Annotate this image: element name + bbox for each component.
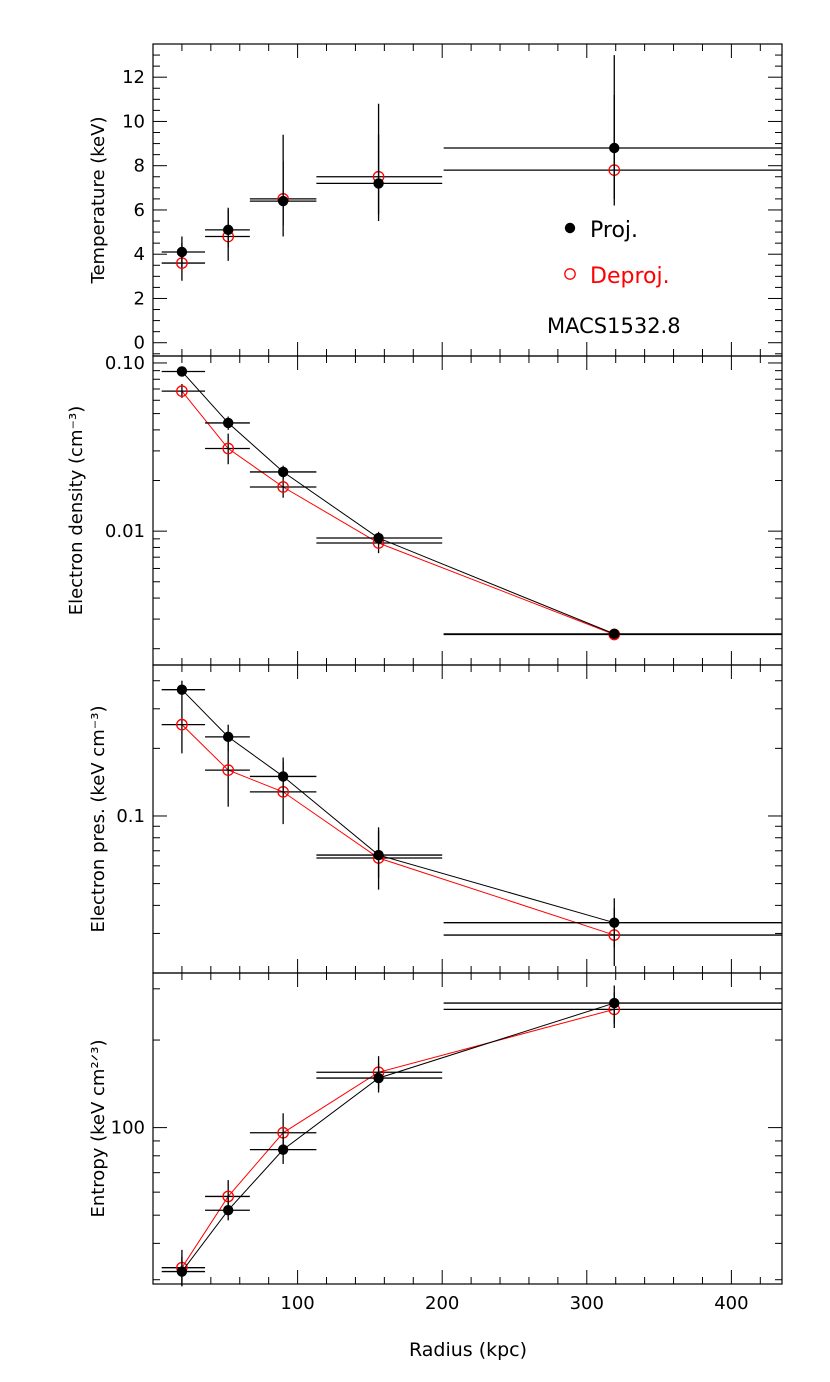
data-point	[609, 628, 620, 640]
data-point	[373, 178, 384, 189]
x-axis-label: Radius (kpc)	[409, 1339, 527, 1361]
panel-frame	[152, 43, 783, 357]
series-deproj	[161, 699, 782, 966]
data-point	[277, 195, 289, 207]
data-point	[176, 1266, 188, 1277]
legend-proj-label: Proj.	[590, 218, 638, 243]
series-line	[181, 689, 615, 924]
series-line	[181, 371, 615, 635]
series-proj	[161, 680, 782, 948]
data-point	[277, 771, 289, 782]
series-proj	[161, 985, 782, 1287]
panels-layer: 0 2 4 6 8 10 12 Temperature (keV) Proj. Deproj. MA…	[66, 43, 783, 1314]
y-axis-label: Entropy (keV cm²ᐟ³)	[88, 1039, 109, 1217]
series-proj	[161, 366, 782, 640]
y-axis-label: Electron pres. (keV cm⁻³)	[88, 706, 109, 933]
series-deproj	[161, 55, 782, 281]
data-point	[176, 366, 188, 377]
data-point	[176, 718, 188, 731]
series-proj	[161, 94, 782, 268]
y-tick-label: 4	[134, 244, 145, 265]
y-tick-label: 100	[111, 1118, 145, 1139]
data-point	[609, 142, 620, 154]
y-tick-label: 12	[122, 67, 145, 88]
data-point	[373, 532, 384, 544]
series-line	[181, 1008, 615, 1268]
data-point	[176, 385, 188, 397]
data-point	[176, 684, 188, 695]
data-point	[609, 997, 620, 1009]
x-tick-label: 100	[280, 1293, 314, 1314]
data-point	[222, 731, 234, 743]
legend: Proj. Deproj.	[564, 218, 670, 289]
y-tick-label: 0.10	[105, 353, 145, 374]
data-point	[222, 442, 235, 455]
x-tick-label: 300	[570, 1293, 604, 1314]
data-point	[277, 466, 289, 478]
x-tick-label: 400	[714, 1293, 748, 1314]
panel-frame	[152, 972, 783, 1285]
data-point	[176, 246, 188, 258]
panel-1: 0 2 4 6 8 10 12 Temperature (keV) Proj. Deproj. MA…	[88, 43, 783, 357]
x-tick-label: 200	[425, 1293, 459, 1314]
panel-frame	[152, 664, 783, 974]
data-point	[277, 481, 289, 493]
y-tick-label: 6	[134, 200, 145, 221]
series-line	[181, 390, 615, 635]
y-axis-label: Electron density (cm⁻³)	[66, 406, 87, 615]
object-name: MACS1532.8	[547, 314, 681, 338]
data-point	[222, 1205, 234, 1216]
y-tick-label: 8	[134, 156, 145, 177]
y-axis-label: Temperature (keV)	[88, 117, 109, 285]
y-tick-label: 0	[134, 333, 145, 354]
y-tick-label: 0.01	[105, 521, 145, 542]
data-point	[222, 764, 235, 776]
panel-frame	[152, 355, 783, 666]
y-tick-label: 2	[134, 288, 145, 309]
series-deproj	[161, 992, 782, 1287]
data-point	[222, 417, 234, 429]
series-line	[181, 1002, 615, 1272]
legend-deproj-marker	[564, 268, 576, 280]
series-line	[181, 724, 615, 936]
legend-proj-marker	[564, 222, 576, 234]
data-point	[222, 224, 234, 236]
y-tick-label: 10	[122, 111, 145, 132]
data-point	[373, 1072, 384, 1084]
legend-deproj-label: Deproj.	[590, 264, 670, 289]
data-point	[277, 1144, 289, 1155]
data-point	[609, 917, 620, 928]
series-deproj	[161, 383, 782, 641]
data-point	[373, 849, 384, 861]
panel-3: 0.1 Electron pres. (keV cm⁻³)	[88, 664, 783, 974]
panel-2: 0.01 0.10 Electron density (cm⁻³)	[66, 353, 783, 666]
y-tick-label: 0.1	[116, 806, 145, 827]
